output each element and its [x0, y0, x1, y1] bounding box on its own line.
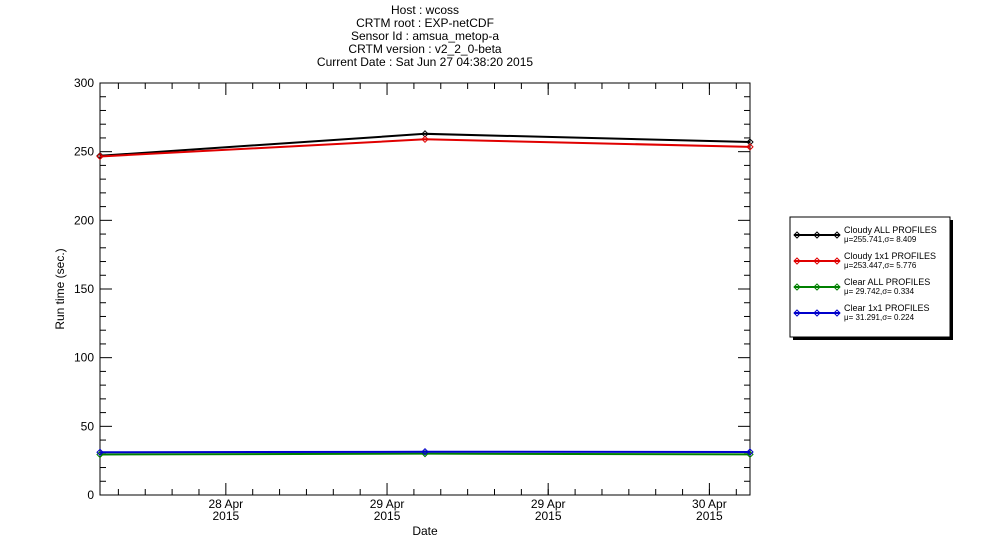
legend-swatch-marker: [793, 231, 801, 239]
y-tick-label: 100: [74, 351, 94, 365]
series-point: [746, 448, 754, 456]
legend-stats: μ=253.447,σ= 5.776: [844, 261, 917, 270]
series-line: [99, 138, 751, 158]
x-tick-label-year: 2015: [374, 509, 401, 523]
legend-stats: μ=255.741,σ= 8.409: [844, 235, 917, 244]
chart-header: Host : wcoss CRTM root : EXP-netCDF Sens…: [0, 4, 850, 69]
header-current-date: Current Date : Sat Jun 27 04:38:20 2015: [316, 55, 534, 69]
y-tick-label: 250: [74, 145, 94, 159]
legend-swatch-marker: [833, 231, 841, 239]
y-axis-label: Run time (sec.): [53, 248, 67, 329]
series-point: [96, 448, 104, 456]
x-tick-label: 29 Apr: [531, 497, 566, 511]
legend-swatch-marker: [833, 257, 841, 265]
legend-label: Cloudy ALL PROFILES: [844, 225, 937, 235]
legend-swatch-marker: [793, 257, 801, 265]
series-line: [99, 450, 751, 454]
x-tick-label-year: 2015: [212, 509, 239, 523]
legend-swatch-marker: [793, 309, 801, 317]
x-tick-label: 29 Apr: [370, 497, 405, 511]
y-axis: 0 50 100 150 200 250 300: [74, 76, 750, 502]
y-tick-label: 50: [81, 419, 95, 433]
y-tick-label: 150: [74, 282, 94, 296]
legend-label: Cloudy 1x1 PROFILES: [844, 251, 936, 261]
x-tick-label: 28 Apr: [208, 497, 243, 511]
y-tick-label: 300: [74, 76, 94, 90]
legend-swatch-marker: [833, 283, 841, 291]
legend-swatch-marker: [813, 309, 821, 317]
legend-swatch-marker: [813, 283, 821, 291]
legend-label: Clear 1x1 PROFILES: [844, 303, 930, 313]
legend-swatch-marker: [793, 283, 801, 291]
legend-label: Clear ALL PROFILES: [844, 277, 930, 287]
legend-swatch-marker: [813, 257, 821, 265]
series-line: [99, 132, 751, 157]
series-layer: [96, 130, 754, 459]
series-point: [96, 152, 104, 161]
x-tick-label-year: 2015: [696, 509, 723, 523]
legend-stats: μ= 31.291,σ= 0.224: [844, 313, 915, 322]
legend-stats: μ= 29.742,σ= 0.334: [844, 287, 915, 296]
header-crtm-root: CRTM root : EXP-netCDF: [356, 16, 494, 30]
series-point: [421, 448, 429, 456]
header-sensor-id: Sensor Id : amsua_metop-a: [350, 29, 500, 43]
y-tick-label: 200: [74, 213, 94, 227]
series-line: [99, 452, 751, 456]
header-host: Host : wcoss: [390, 3, 459, 17]
x-axis-label: Date: [412, 524, 438, 538]
x-tick-label: 30 Apr: [692, 497, 727, 511]
series-point: [746, 143, 754, 151]
legend-swatch-marker: [833, 309, 841, 317]
series-point: [421, 135, 429, 144]
y-tick-label: 0: [87, 488, 94, 502]
series-point: [746, 138, 754, 146]
x-tick-label-year: 2015: [535, 509, 562, 523]
header-crtm-version: CRTM version : v2_2_0-beta: [348, 42, 502, 56]
legend-swatch-marker: [813, 231, 821, 239]
